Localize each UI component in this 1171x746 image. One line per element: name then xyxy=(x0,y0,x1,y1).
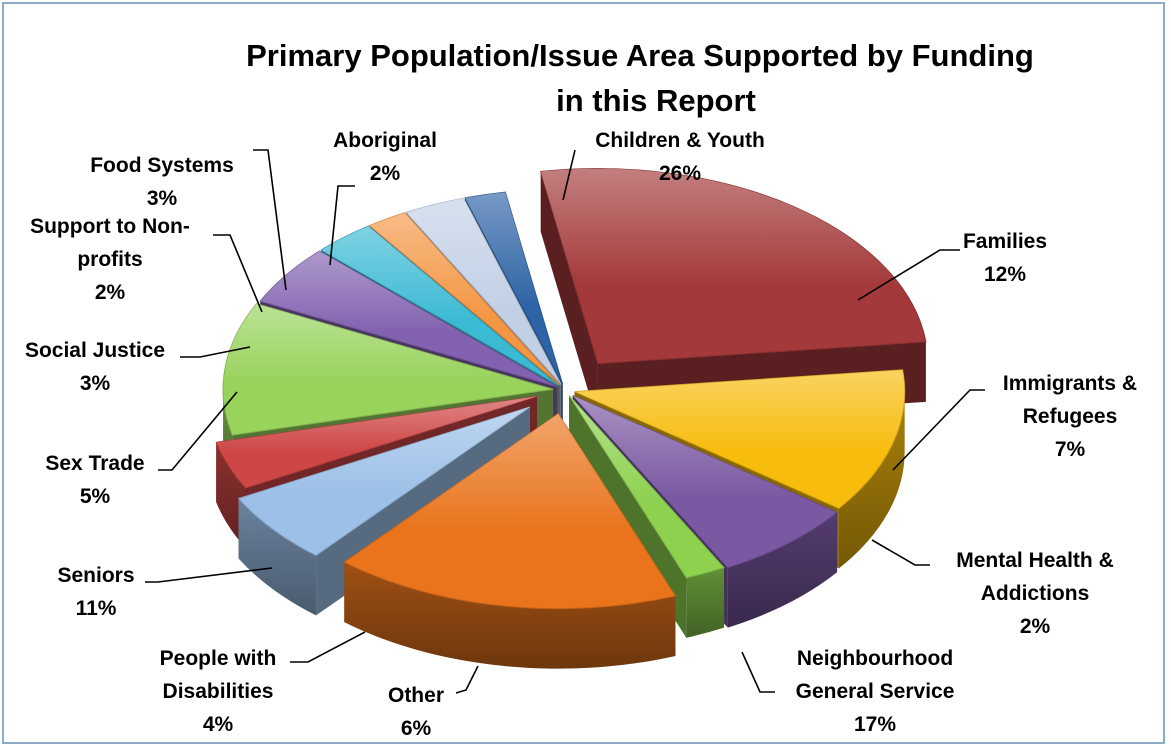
slice-top-gloss xyxy=(569,395,725,578)
slice-name: General Service xyxy=(796,680,955,703)
slice-name: Refugees xyxy=(1023,405,1118,428)
slice-name: Sex Trade xyxy=(45,452,144,475)
slice-rim-shade xyxy=(686,567,725,638)
slice-percent: 4% xyxy=(203,713,234,736)
slice-percent: 7% xyxy=(1055,438,1086,461)
leader-line xyxy=(741,651,775,693)
leader-line xyxy=(290,631,366,663)
slice-rim-shade xyxy=(344,562,676,669)
slice-top-gloss xyxy=(321,226,559,386)
slice-top-gloss xyxy=(574,369,905,509)
slice-rim-shade xyxy=(727,512,838,628)
slice-wall xyxy=(216,396,537,503)
leader-line xyxy=(455,665,479,694)
slice-percent: 2% xyxy=(95,281,126,304)
slice-rim-shade xyxy=(238,498,317,616)
slice-label: Support to Non-profits 2% xyxy=(30,215,190,304)
slice-top-gloss xyxy=(260,251,557,387)
slice-name: Mental Health & xyxy=(956,549,1114,572)
slice-percent: 2% xyxy=(370,162,401,185)
slice-name: Aboriginal xyxy=(333,129,437,152)
slice-name: Addictions xyxy=(981,582,1090,605)
slice-name: Immigrants & xyxy=(1003,372,1137,395)
leader-line xyxy=(857,249,960,301)
slice-label: Neighbourhood General Service 17% xyxy=(796,647,955,736)
slice-name: profits xyxy=(77,248,142,271)
slice-label: People with Disabilities 4% xyxy=(160,647,277,736)
slice-label: Mental Health & Addictions 2% xyxy=(956,549,1114,638)
slice-top-gloss xyxy=(369,212,560,385)
slice-top-gloss xyxy=(572,395,838,568)
slice-label: Food Systems 3% xyxy=(90,154,234,210)
slice-name: Disabilities xyxy=(163,680,274,703)
leader-line xyxy=(158,391,238,471)
leader-line xyxy=(892,389,985,471)
leader-line xyxy=(180,346,251,358)
slice-percent: 5% xyxy=(80,485,111,508)
slice-top-gloss xyxy=(238,406,530,556)
slice-label: Families 12% xyxy=(963,230,1047,286)
slice-rim-shade xyxy=(216,442,246,548)
slice-top-gloss xyxy=(223,303,554,436)
slice-name: Families xyxy=(963,230,1047,253)
slice-percent: 17% xyxy=(854,713,896,736)
slice-label: Other 6% xyxy=(388,684,444,740)
slice-top-gloss xyxy=(540,168,926,364)
slice-percent: 6% xyxy=(401,717,432,740)
slice-label: Children & Youth 26% xyxy=(595,129,765,185)
slice-label: Immigrants & Refugees 7% xyxy=(1003,372,1137,461)
slice-top-gloss xyxy=(216,396,537,488)
slice-label: Aboriginal 2% xyxy=(333,129,437,185)
slice-labels: Children & Youth 26% Families 12% Immigrants… xyxy=(25,129,1137,740)
slice-percent: 26% xyxy=(659,162,701,185)
slice-label: Social Justice 3% xyxy=(25,339,165,395)
slice-name: Food Systems xyxy=(90,154,234,177)
slice-name: Social Justice xyxy=(25,339,165,362)
leader-line xyxy=(562,149,576,201)
chart-title: Primary Population/Issue Area Supported … xyxy=(246,38,1034,118)
leader-lines xyxy=(145,149,985,694)
pie-slices xyxy=(215,168,927,669)
leader-line xyxy=(329,185,355,266)
slice-name: Other xyxy=(388,684,444,707)
slice-top-gloss xyxy=(344,413,676,609)
leader-line xyxy=(871,539,930,566)
slice-percent: 3% xyxy=(147,187,178,210)
slice-label: Seniors 11% xyxy=(57,564,134,620)
slice-percent: 3% xyxy=(80,372,111,395)
leader-line xyxy=(253,149,287,291)
slice-label: Sex Trade 5% xyxy=(45,452,144,508)
chart-title-line1: Primary Population/Issue Area Supported … xyxy=(246,38,1034,73)
slice-percent: 2% xyxy=(1020,615,1051,638)
slice-rim-shade xyxy=(838,391,905,569)
slice-name: Children & Youth xyxy=(595,129,765,152)
slice-name: People with xyxy=(160,647,277,670)
slice-name: Seniors xyxy=(57,564,134,587)
slice-name: Neighbourhood xyxy=(797,647,953,670)
slice-wall xyxy=(540,171,598,424)
chart-title-line2: in this Report xyxy=(556,83,756,118)
slice-percent: 12% xyxy=(984,263,1026,286)
slice-name: Support to Non- xyxy=(30,215,190,238)
slice-top-gloss xyxy=(406,198,562,385)
pie-slice xyxy=(343,412,677,669)
slice-top-gloss xyxy=(465,192,563,385)
leader-line xyxy=(145,567,273,583)
leader-line xyxy=(213,234,263,313)
slice-percent: 11% xyxy=(76,597,117,620)
